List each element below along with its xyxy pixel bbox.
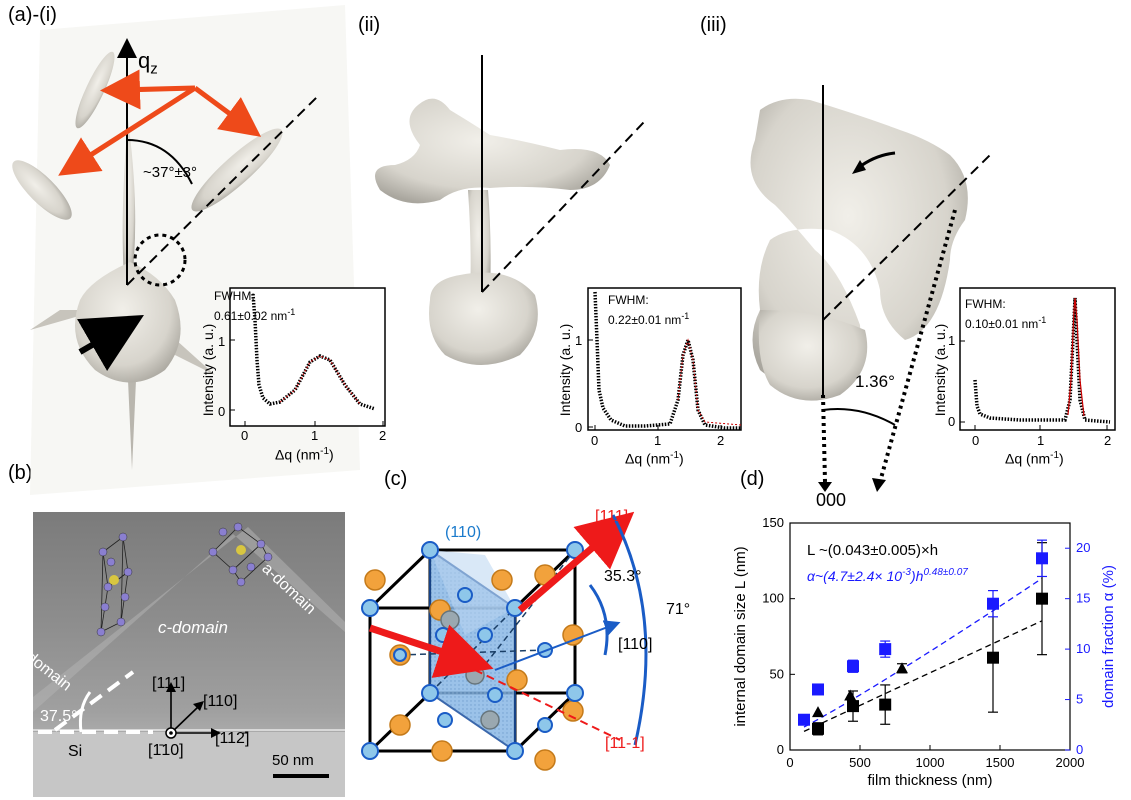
y2-axis-label: domain fraction α (%) — [1100, 565, 1117, 708]
panel-label-b: (b) — [8, 462, 33, 484]
inset-2-ylabel: Intensity (a. u.) — [557, 323, 573, 417]
data-point-triangle — [896, 662, 908, 674]
y2-tick-label: 20 — [1076, 540, 1090, 555]
inset-2-fwhm-label: FWHM: — [608, 293, 649, 307]
y2-tick-label: 15 — [1076, 591, 1090, 606]
crystal-cube-figure — [361, 511, 648, 771]
data-point-alpha — [798, 713, 810, 726]
data-point-L — [812, 722, 824, 735]
dir-110-b: [110] — [203, 693, 238, 710]
x-tick-label: 500 — [849, 755, 871, 770]
angle-label-a: ~37°±3° — [143, 164, 198, 181]
panel-iii-rsm-figure — [750, 85, 991, 492]
panel-label-d: (d) — [740, 468, 765, 490]
x-tick-label: 0 — [786, 755, 793, 770]
scale-bar-label: 50 nm — [272, 752, 314, 769]
inset-1-ytick-0: 0 — [218, 404, 226, 419]
angle-large-c: 71° — [666, 601, 691, 618]
y2-tick-label: 0 — [1076, 742, 1083, 757]
dir-111-c: [111] — [595, 508, 629, 525]
dir-11m1-c: [11-1] — [605, 735, 645, 752]
y2-tick-label: 10 — [1076, 641, 1090, 656]
inset-3-fwhm-value: 0.10±0.01 nm-1 — [965, 315, 1047, 331]
angle-label-b: 37.5° — [40, 708, 78, 725]
angle-label-iii: 1.36° — [855, 372, 895, 391]
inset-1-fwhm: FWHM: 0.61±0.02 nm-1 — [214, 288, 295, 324]
x-tick-label: 1000 — [916, 755, 945, 770]
data-point-alpha — [987, 597, 999, 610]
fit-line-alpha — [803, 577, 1043, 728]
inset-3-ylabel: Intensity (a. u.) — [932, 323, 948, 417]
inset-2-ytick-0: 0 — [575, 420, 583, 435]
inset-1-ylabel: Intensity (a. u.) — [200, 323, 216, 417]
data-point-alpha — [847, 660, 859, 673]
angle-small-c: 35.3° — [604, 568, 642, 585]
data-point-triangle — [812, 706, 824, 718]
inset-2-xtick-2: 2 — [717, 433, 725, 448]
data-point-alpha — [879, 643, 892, 656]
data-point-L — [1036, 592, 1048, 605]
data-point-L — [987, 651, 999, 664]
tem-overlay — [33, 522, 345, 797]
substrate-label: Si — [68, 743, 83, 760]
inset-3-fwhm-label: FWHM: — [965, 297, 1006, 311]
panel-label-c: (c) — [384, 468, 408, 490]
inset-1-xtick-2: 2 — [379, 428, 387, 443]
inset-2-fwhm: FWHM: 0.22±0.01 nm-1 — [608, 292, 689, 328]
inset-1-xtick-1: 1 — [311, 428, 319, 443]
x-tick-label: 1500 — [986, 755, 1015, 770]
y-axis-label: internal domain size L (nm) — [732, 546, 749, 726]
data-point-alpha — [812, 683, 824, 696]
inset-3-ytick-1: 1 — [948, 333, 956, 348]
inset-1-fwhm-value: 0.61±0.02 nm-1 — [214, 307, 296, 323]
inset-2-ytick-1: 1 — [575, 333, 583, 348]
panel-ii-rsm-figure — [375, 55, 645, 365]
x-tick-label: 2000 — [1056, 755, 1085, 770]
inset-plot-3 — [959, 287, 1116, 431]
c-domain-label: c-domain — [158, 618, 228, 637]
dir-110-c: [110] — [618, 636, 653, 653]
x-axis-label: film thickness (nm) — [867, 772, 992, 789]
origin-label-000: 000 — [816, 490, 847, 510]
inset-plot-1 — [229, 287, 386, 427]
inset-3-xtick-0: 0 — [972, 433, 980, 448]
inset-2-xlabel: Δq (nm-1) — [625, 450, 684, 467]
qz-axis-label: qz — [138, 48, 158, 78]
inset-plot-2 — [587, 287, 742, 431]
inset-2-xtick-1: 1 — [654, 433, 662, 448]
dir-112-b: [112̄] — [215, 730, 250, 747]
y-tick-label: 100 — [762, 591, 784, 606]
inset-3-ytick-0: 0 — [948, 414, 956, 429]
data-point-L — [847, 700, 859, 713]
panel-label-ii: (ii) — [358, 14, 381, 36]
y-tick-label: 50 — [770, 666, 784, 681]
inset-1-xtick-0: 0 — [241, 428, 249, 443]
y2-tick-label: 5 — [1076, 692, 1083, 707]
fit-line-L — [803, 620, 1043, 732]
inset-2-fwhm-value: 0.22±0.01 nm-1 — [608, 311, 690, 327]
inset-3-fwhm: FWHM: 0.10±0.01 nm-1 — [965, 296, 1046, 332]
y-tick-label: 150 — [762, 515, 784, 530]
inset-3-xtick-2: 2 — [1104, 433, 1112, 448]
inset-3-xtick-1: 1 — [1037, 433, 1045, 448]
fit-label-L: L ~(0.043±0.005)×h — [807, 542, 938, 559]
inset-2-xtick-0: 0 — [591, 433, 599, 448]
panel-label-a: (a)-(i) — [8, 4, 57, 26]
y-tick-label: 0 — [777, 742, 784, 757]
data-point-L — [879, 698, 892, 711]
dir-1m10-b: [1̄10] — [148, 742, 184, 759]
panel-label-iii: (iii) — [700, 14, 727, 36]
data-point-triangle — [844, 689, 857, 701]
inset-1-fwhm-label: FWHM: — [214, 289, 255, 303]
dir-111-b: [111] — [152, 675, 186, 692]
data-point-alpha — [1036, 552, 1048, 565]
plane-110-label: (110) — [445, 524, 482, 541]
inset-1-ytick-1: 1 — [218, 334, 226, 349]
fit-label-alpha: α~(4.7±2.4× 10-3)h0.48±0.07 — [807, 567, 968, 584]
inset-1-xlabel: Δq (nm-1) — [275, 446, 334, 463]
inset-3-xlabel: Δq (nm-1) — [1005, 450, 1064, 467]
